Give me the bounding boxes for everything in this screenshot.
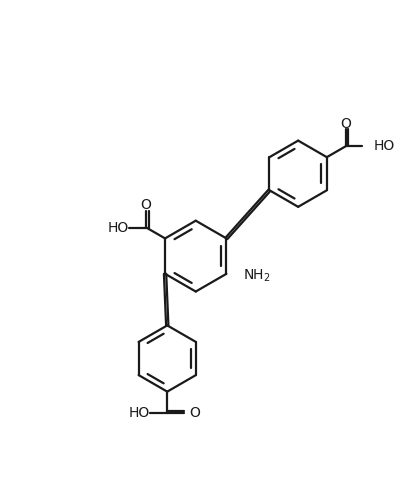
Text: O: O (190, 406, 201, 420)
Text: NH$_2$: NH$_2$ (243, 267, 271, 283)
Text: HO: HO (373, 139, 395, 153)
Text: HO: HO (108, 221, 129, 235)
Text: O: O (140, 198, 151, 212)
Text: O: O (340, 117, 351, 131)
Text: HO: HO (129, 406, 150, 420)
